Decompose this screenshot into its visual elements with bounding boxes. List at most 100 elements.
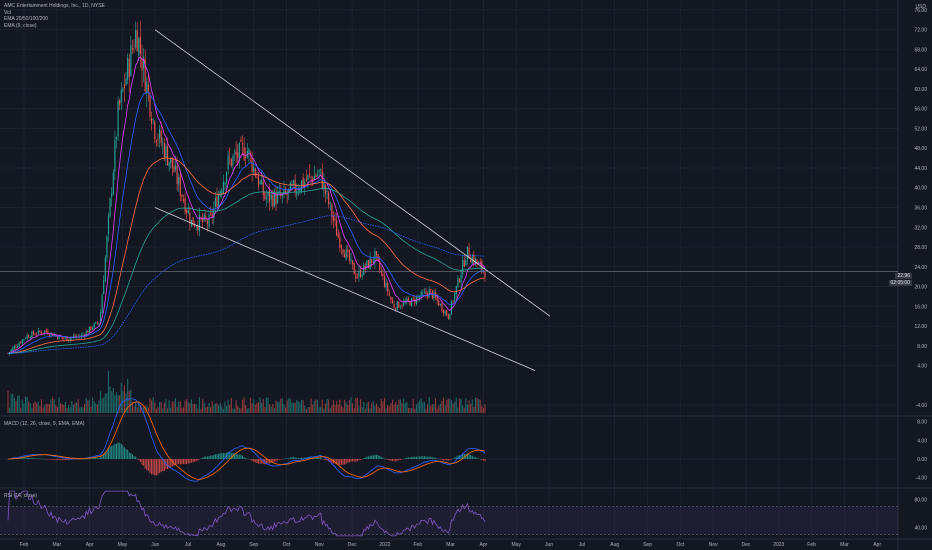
macd-histogram-bar [76, 459, 78, 460]
volume-bar [226, 406, 228, 413]
macd-histogram-bar [366, 456, 368, 459]
volume-bar [455, 397, 457, 413]
candle-body [20, 342, 22, 344]
candle-body [288, 188, 290, 193]
candle-body [111, 193, 113, 198]
price-tick-label: 20.00 [914, 285, 927, 291]
volume-bar [350, 397, 352, 413]
candle-body [352, 260, 354, 264]
candle-body [270, 194, 272, 200]
candle-body [74, 335, 76, 338]
volume-bar [235, 400, 237, 413]
candle-body [198, 214, 200, 231]
volume-bar [107, 370, 110, 413]
candle-body [358, 270, 360, 277]
macd-histogram-bar [259, 459, 261, 464]
price-tick-label: 12.00 [914, 324, 927, 330]
vol-legend[interactable]: Vol [4, 9, 11, 16]
macd-legend[interactable]: MACD (12, 26, close, 9, EMA, EMA) [4, 421, 85, 427]
ema-single-legend[interactable]: EMA (9, close) [4, 22, 37, 29]
candle-body [265, 197, 267, 200]
volume-bar [7, 390, 9, 413]
volume-bar [444, 405, 446, 413]
candle-body [353, 263, 355, 275]
volume-bar [238, 407, 240, 413]
macd-histogram-bar [26, 457, 28, 459]
candle-body [233, 153, 236, 154]
volume-bar [222, 408, 224, 413]
candle-body [85, 331, 87, 337]
macd-histogram-bar [415, 456, 417, 459]
volume-bar [300, 399, 303, 413]
candle-body [307, 175, 309, 180]
candle-body [444, 311, 446, 315]
volume-bar [313, 401, 315, 413]
volume-bar [56, 407, 59, 413]
macd-histogram-bar [162, 459, 164, 472]
candle-body [439, 303, 441, 306]
macd-histogram-bar [431, 457, 433, 459]
macd-histogram-bar [221, 453, 223, 459]
macd-histogram-bar [71, 459, 73, 460]
price-tick-label: 4.00 [917, 364, 927, 370]
candle-body [119, 100, 121, 105]
volume-bar [166, 408, 169, 413]
volume-bar [369, 408, 371, 413]
candle-body [401, 305, 403, 307]
volume-bar [55, 404, 57, 413]
candle-body [320, 168, 322, 170]
candle-body [283, 188, 285, 195]
macd-histogram-bar [84, 458, 86, 460]
candle-body [222, 181, 224, 194]
macd-histogram-bar [28, 457, 30, 459]
macd-histogram-bar [138, 459, 140, 461]
macd-histogram-bar [393, 459, 395, 462]
macd-histogram-bar [428, 456, 430, 459]
candle-body [69, 337, 71, 340]
candle-body [45, 329, 47, 332]
candle-body [310, 176, 312, 178]
volume-bar [77, 399, 79, 413]
volume-bar [481, 405, 483, 413]
macd-histogram-bar [479, 458, 481, 460]
x-tick-label: May [512, 542, 522, 548]
volume-bar [367, 401, 370, 413]
volume-bar [71, 400, 73, 413]
macd-tick-label: -4.00 [916, 476, 928, 482]
macd-histogram-bar [214, 454, 216, 459]
macd-histogram-bar [356, 459, 358, 462]
symbol-title[interactable]: AMC Entertainment Holdings, Inc., 1D, NY… [4, 3, 105, 9]
candle-body [462, 260, 464, 275]
volume-bar [103, 397, 105, 413]
candle-body [468, 247, 470, 259]
candle-body [173, 166, 175, 172]
macd-histogram-bar [95, 457, 97, 459]
volume-bar [176, 406, 178, 413]
volume-bar [93, 401, 95, 413]
rsi-legend[interactable]: RSI (14, close) [4, 493, 38, 499]
ema-200-line [8, 215, 486, 354]
candle-body [181, 194, 183, 197]
volume-bar [315, 399, 317, 413]
volume-bar [208, 403, 210, 413]
macd-histogram-bar [158, 459, 161, 473]
volume-bar [409, 407, 411, 413]
candle-body [189, 213, 191, 224]
volume-bar [371, 403, 373, 413]
candle-body [82, 334, 84, 336]
volume-bar [101, 398, 103, 413]
volume-bar [189, 403, 191, 413]
macd-histogram-bar [478, 458, 480, 459]
candle-body [61, 336, 63, 339]
volume-bar [162, 408, 164, 413]
macd-histogram-bar [168, 459, 170, 469]
trendlines[interactable] [0, 29, 898, 371]
candle-body [131, 48, 133, 50]
volume-bar [23, 403, 25, 413]
macd-histogram-bar [334, 459, 336, 464]
candle-body [390, 296, 392, 301]
ema-multi-legend[interactable]: EMA 20/50/100/200 [4, 16, 48, 22]
volume-bar [471, 399, 473, 413]
candle-body [155, 140, 157, 142]
